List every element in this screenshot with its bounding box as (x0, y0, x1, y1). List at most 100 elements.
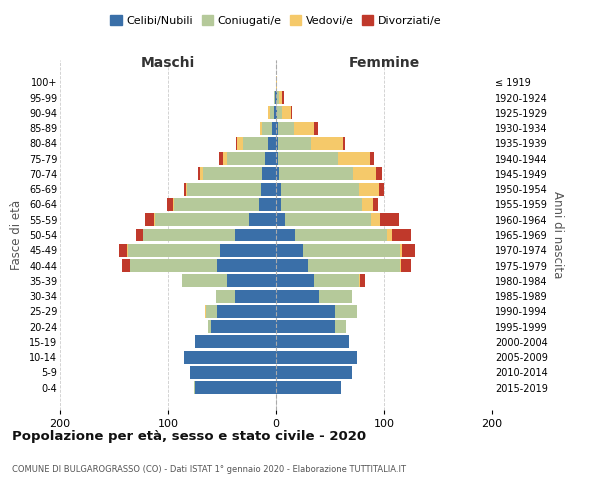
Bar (314, 122, 318, 134)
Bar (276, 168, 279, 180)
Bar (259, 198, 276, 211)
Bar (272, 122, 276, 134)
Bar (175, 198, 259, 211)
Bar (223, 152, 227, 165)
Bar (311, 137, 343, 150)
Legend: Celibi/Nubili, Coniugati/e, Vedovi/e, Divorziati/e: Celibi/Nubili, Coniugati/e, Vedovi/e, Di… (106, 10, 446, 30)
Bar (276, 244, 303, 256)
Bar (276, 137, 278, 150)
Bar (203, 168, 262, 180)
Bar (215, 290, 235, 302)
Bar (119, 244, 127, 256)
Bar (276, 106, 277, 120)
Bar (208, 320, 211, 333)
Bar (262, 168, 276, 180)
Bar (371, 214, 380, 226)
Bar (387, 228, 392, 241)
Bar (187, 182, 261, 196)
Y-axis label: Fasce di età: Fasce di età (10, 200, 23, 270)
Bar (359, 182, 379, 196)
Bar (220, 244, 276, 256)
Bar (136, 228, 143, 241)
Text: Femmine: Femmine (349, 56, 419, 70)
Bar (173, 198, 175, 211)
Bar (295, 122, 314, 134)
Bar (242, 137, 268, 150)
Text: Popolazione per età, sesso e stato civile - 2020: Popolazione per età, sesso e stato civil… (12, 430, 366, 443)
Bar (130, 259, 217, 272)
Bar (400, 244, 403, 256)
Bar (319, 290, 352, 302)
Bar (219, 152, 223, 165)
Bar (265, 152, 276, 165)
Bar (373, 198, 377, 211)
Bar (379, 182, 384, 196)
Bar (380, 214, 399, 226)
Bar (343, 137, 345, 150)
Bar (155, 214, 249, 226)
Bar (276, 228, 295, 241)
Bar (276, 76, 277, 89)
Bar (281, 198, 362, 211)
Bar (127, 244, 128, 256)
Bar (277, 91, 279, 104)
Bar (303, 244, 400, 256)
Bar (122, 259, 130, 272)
Bar (281, 182, 359, 196)
Bar (260, 122, 262, 134)
Bar (276, 152, 278, 165)
Bar (338, 152, 370, 165)
Bar (275, 91, 276, 104)
Bar (227, 152, 265, 165)
Text: COMUNE DI BULGAROGRASSO (CO) - Dati ISTAT 1° gennaio 2020 - Elaborazione TUTTITA: COMUNE DI BULGAROGRASSO (CO) - Dati ISTA… (12, 465, 406, 474)
Bar (217, 259, 276, 272)
Bar (370, 152, 374, 165)
Bar (262, 122, 272, 134)
Bar (227, 274, 276, 287)
Bar (268, 137, 276, 150)
Bar (249, 214, 276, 226)
Bar (283, 91, 284, 104)
Bar (335, 305, 357, 318)
Bar (261, 182, 276, 196)
Bar (217, 305, 276, 318)
Bar (308, 259, 400, 272)
Bar (403, 244, 415, 256)
Bar (276, 259, 308, 272)
Bar (276, 305, 335, 318)
Bar (269, 106, 274, 120)
Bar (284, 214, 371, 226)
Bar (279, 91, 283, 104)
Bar (314, 274, 359, 287)
Bar (335, 320, 346, 333)
Bar (195, 381, 276, 394)
Bar (360, 274, 365, 287)
Bar (274, 91, 275, 104)
Bar (205, 305, 206, 318)
Bar (211, 320, 276, 333)
Bar (392, 228, 411, 241)
Bar (276, 91, 277, 104)
Text: Maschi: Maschi (141, 56, 195, 70)
Bar (128, 244, 220, 256)
Bar (278, 152, 338, 165)
Bar (184, 350, 276, 364)
Bar (276, 350, 357, 364)
Bar (206, 305, 217, 318)
Bar (276, 214, 284, 226)
Bar (154, 214, 155, 226)
Bar (278, 122, 295, 134)
Bar (274, 106, 276, 120)
Bar (400, 259, 401, 272)
Bar (145, 214, 154, 226)
Bar (276, 198, 281, 211)
Bar (359, 274, 360, 287)
Bar (167, 198, 173, 211)
Bar (283, 106, 291, 120)
Bar (276, 381, 341, 394)
Bar (268, 106, 269, 120)
Bar (295, 228, 387, 241)
Bar (362, 198, 373, 211)
Bar (236, 137, 237, 150)
Bar (198, 168, 200, 180)
